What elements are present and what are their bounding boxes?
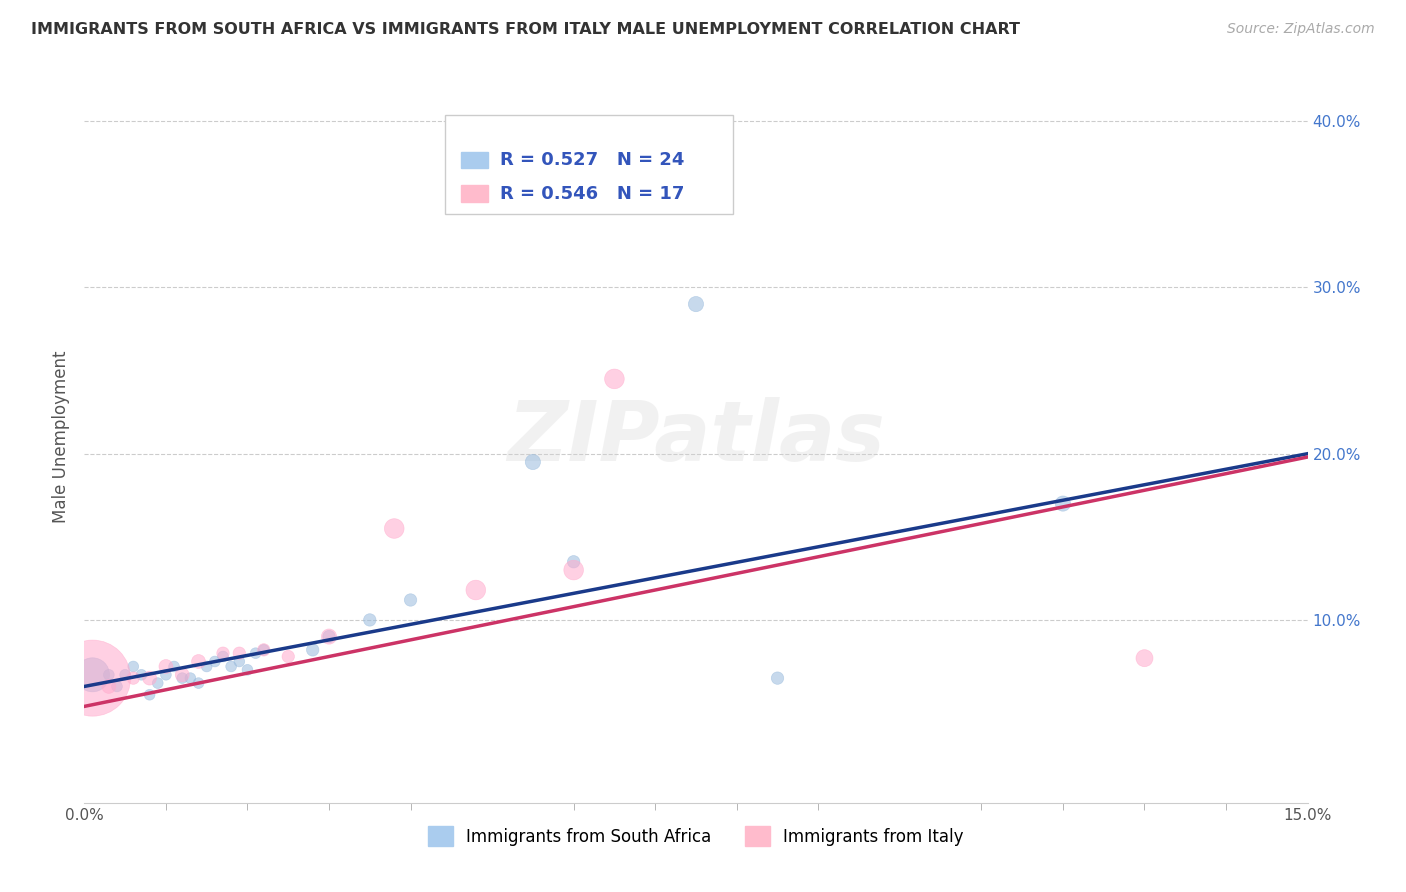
Point	[522, 455, 544, 469]
Text: Source: ZipAtlas.com: Source: ZipAtlas.com	[1227, 22, 1375, 37]
Point	[253, 643, 276, 657]
Point	[82, 671, 104, 685]
Point	[253, 643, 276, 657]
Point	[138, 688, 160, 702]
Point	[1133, 651, 1156, 665]
Point	[236, 663, 259, 677]
Point	[228, 655, 250, 669]
Text: ZIPatlas: ZIPatlas	[508, 397, 884, 477]
Y-axis label: Male Unemployment: Male Unemployment	[52, 351, 70, 524]
Point	[212, 649, 235, 664]
Point	[359, 613, 381, 627]
Point	[138, 671, 160, 685]
Point	[105, 680, 128, 694]
Point	[131, 667, 153, 681]
Point	[603, 372, 626, 386]
Point	[382, 521, 405, 535]
Point	[399, 593, 422, 607]
Point	[187, 655, 209, 669]
Text: R = 0.546   N = 17: R = 0.546 N = 17	[501, 185, 685, 202]
Point	[155, 667, 177, 681]
FancyBboxPatch shape	[446, 115, 733, 214]
Point	[318, 630, 340, 644]
Text: R = 0.527   N = 24: R = 0.527 N = 24	[501, 151, 685, 169]
Point	[122, 659, 145, 673]
Point	[301, 643, 323, 657]
Point	[114, 667, 136, 681]
Point	[219, 659, 242, 673]
Legend: Immigrants from South Africa, Immigrants from Italy: Immigrants from South Africa, Immigrants…	[422, 820, 970, 853]
Point	[163, 659, 186, 673]
Point	[155, 659, 177, 673]
Point	[187, 676, 209, 690]
Point	[204, 655, 226, 669]
Point	[195, 659, 218, 673]
Point	[172, 667, 194, 681]
Point	[228, 646, 250, 660]
Point	[766, 671, 789, 685]
Point	[562, 555, 585, 569]
Text: IMMIGRANTS FROM SOUTH AFRICA VS IMMIGRANTS FROM ITALY MALE UNEMPLOYMENT CORRELAT: IMMIGRANTS FROM SOUTH AFRICA VS IMMIGRAN…	[31, 22, 1019, 37]
Point	[464, 582, 486, 597]
Point	[562, 563, 585, 577]
Point	[245, 646, 267, 660]
Point	[179, 671, 201, 685]
Point	[97, 680, 120, 694]
Point	[97, 667, 120, 681]
FancyBboxPatch shape	[461, 186, 488, 202]
Point	[318, 630, 340, 644]
Point	[172, 671, 194, 685]
Point	[122, 671, 145, 685]
Point	[146, 676, 169, 690]
Point	[277, 649, 299, 664]
Point	[212, 646, 235, 660]
FancyBboxPatch shape	[461, 152, 488, 168]
Point	[685, 297, 707, 311]
Point	[82, 667, 104, 681]
Point	[1052, 497, 1074, 511]
